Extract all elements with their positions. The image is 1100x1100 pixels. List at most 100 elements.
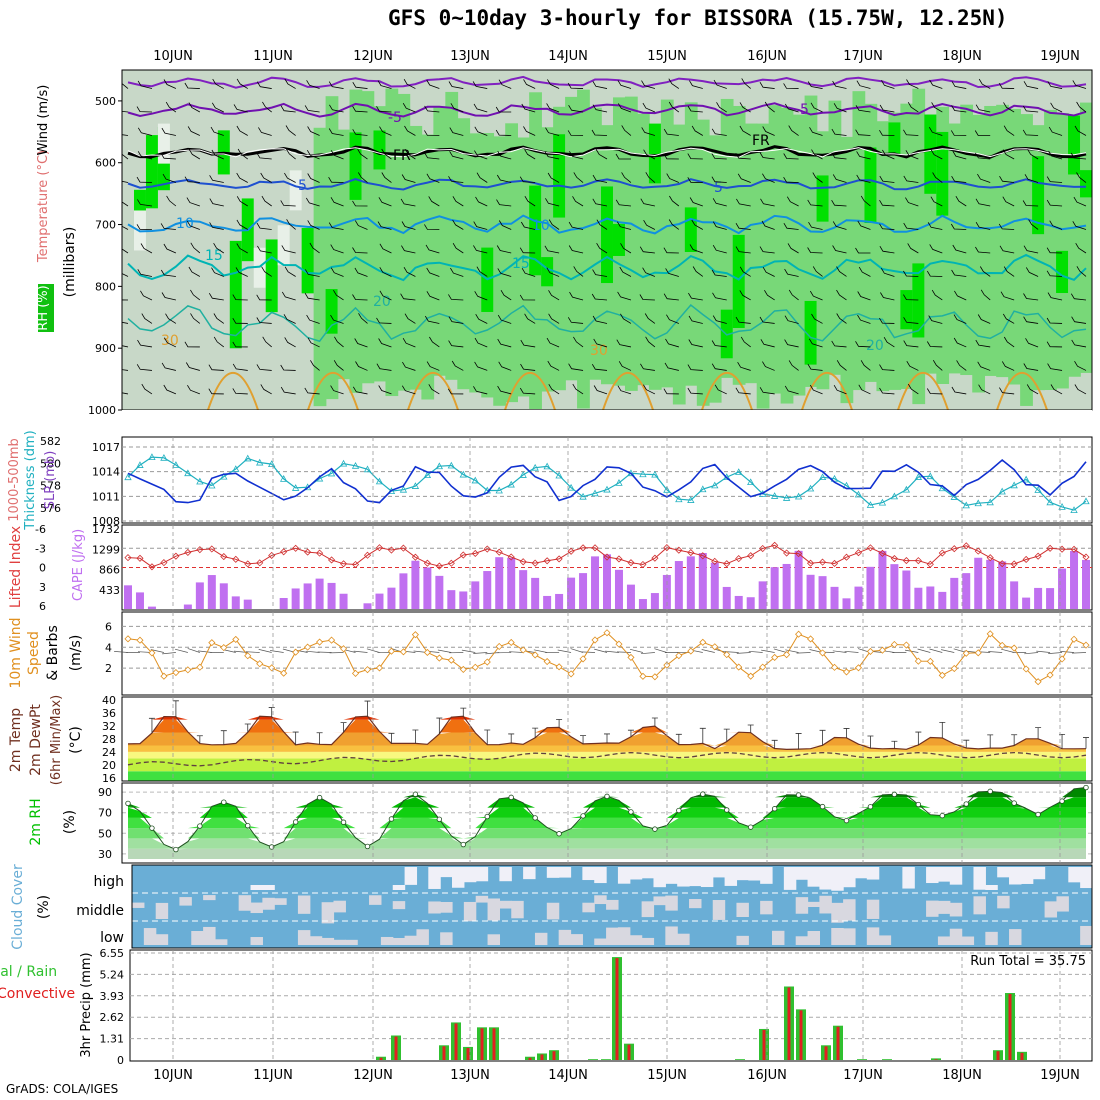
wind-barb — [977, 314, 991, 324]
wind-speed-point — [148, 649, 156, 657]
thickness-point — [471, 476, 479, 484]
contour-30 — [701, 371, 753, 410]
lifted-index-point — [651, 554, 659, 562]
cape-bar — [974, 557, 983, 609]
thickness-point — [555, 471, 563, 479]
wind-barb — [122, 201, 129, 207]
wind-barb — [616, 339, 632, 348]
rh-shade-cell — [325, 96, 339, 400]
wind-barb — [401, 174, 416, 183]
lifted-index-line — [127, 544, 1087, 568]
minmax-whisker — [580, 735, 587, 744]
lifted-index-point — [531, 559, 539, 567]
wind-barb — [236, 243, 248, 254]
wind-barb — [497, 385, 512, 395]
wind-barb — [548, 383, 560, 395]
date-label-top: 12JUN — [353, 49, 393, 64]
cape-bar — [195, 582, 204, 609]
cape-bar — [830, 586, 839, 609]
cape-bar — [806, 574, 815, 609]
wind-barb — [495, 129, 512, 136]
wind-barb — [256, 152, 272, 160]
wind-barb — [165, 313, 177, 324]
wind-barb — [905, 197, 919, 207]
minmax-whisker — [460, 707, 467, 717]
lifted-index-point — [124, 554, 132, 562]
surface-wind-barb — [1036, 650, 1051, 653]
wind-barb — [163, 79, 177, 89]
wind10-axis-label-3: & Barbs — [45, 625, 61, 681]
thickness-point — [435, 462, 444, 470]
cape-bar — [938, 591, 947, 609]
wind-barb — [424, 224, 440, 230]
wind-barb — [788, 125, 799, 136]
date-label-bottom: 14JUN — [548, 1068, 588, 1083]
cape-tick-label: 866 — [99, 564, 120, 577]
wind-barb — [401, 221, 416, 230]
wind-speed-point — [950, 664, 958, 673]
cloud-low-cell — [155, 934, 169, 945]
rh-shade-cell — [577, 89, 590, 409]
surface-wind-barb — [437, 649, 452, 653]
rh-shade-cell — [265, 239, 279, 313]
wind-barb — [689, 244, 703, 254]
rh2m-point — [1011, 800, 1017, 806]
temp2m-axis-label-3: (6hr Min/Max) — [49, 695, 64, 785]
cloud-high-cell — [452, 867, 465, 888]
wind-speed-point — [435, 654, 443, 662]
cloud-low-cell — [250, 937, 263, 945]
contour-freezing — [127, 145, 1087, 159]
wind-speed-point — [387, 647, 396, 655]
cloud-mid-cell — [937, 900, 951, 914]
wind-barb — [547, 360, 560, 371]
rh-shade-cell — [337, 129, 351, 380]
wind-barb — [184, 341, 200, 348]
wind-barb — [1071, 316, 1087, 324]
wind-speed-point — [328, 636, 336, 644]
wind-barb — [880, 267, 895, 277]
wind-barb — [809, 127, 823, 136]
wind-barb — [474, 291, 488, 301]
thickness-point — [902, 485, 911, 493]
cloud-high-cell — [1068, 867, 1081, 883]
wind-barb — [304, 387, 320, 395]
wind-barb — [879, 104, 895, 113]
rh-shade-cell — [996, 104, 1009, 378]
lifted-index-point — [818, 558, 827, 566]
cloud-high-cell — [262, 885, 275, 890]
wind-barb — [377, 80, 392, 89]
surface-wind-barb — [509, 651, 524, 653]
lifted-index-point — [567, 547, 575, 555]
lifted-index-point — [783, 549, 791, 557]
precip-total-bar — [882, 1059, 892, 1060]
wind-barb — [163, 384, 177, 395]
rh-shade-cell — [804, 300, 818, 365]
surface-wind-barb — [616, 651, 631, 653]
cape-bar — [1010, 581, 1019, 609]
wind-speed-point — [651, 673, 659, 681]
lifted-index-point — [459, 551, 467, 559]
precip-convective-bar — [799, 1010, 803, 1060]
wind-barb — [903, 175, 919, 183]
contour-30 — [207, 371, 259, 410]
cape-bar — [686, 556, 695, 609]
minmax-whisker — [939, 721, 946, 738]
wind-barb — [547, 172, 560, 183]
thickness-point — [423, 471, 432, 479]
cape-bar — [758, 581, 767, 609]
footer-credit: GrADS: COLA/IGES — [6, 1082, 119, 1096]
wind-barb — [975, 339, 991, 348]
rh-band — [128, 787, 1086, 798]
wind-speed-point — [818, 649, 827, 657]
wind-barb — [762, 266, 775, 277]
lifted-index-point — [220, 553, 228, 561]
wind-barb — [1003, 336, 1015, 348]
wind-speed-point — [136, 636, 144, 644]
cloud-low-cell — [487, 934, 501, 945]
cloud-high-cell — [475, 867, 489, 882]
surface-wind-barb — [796, 652, 811, 654]
wind-barb — [122, 134, 129, 136]
wind-barb — [280, 105, 296, 113]
rh2m-point — [508, 794, 514, 801]
wind-barb — [810, 102, 823, 113]
